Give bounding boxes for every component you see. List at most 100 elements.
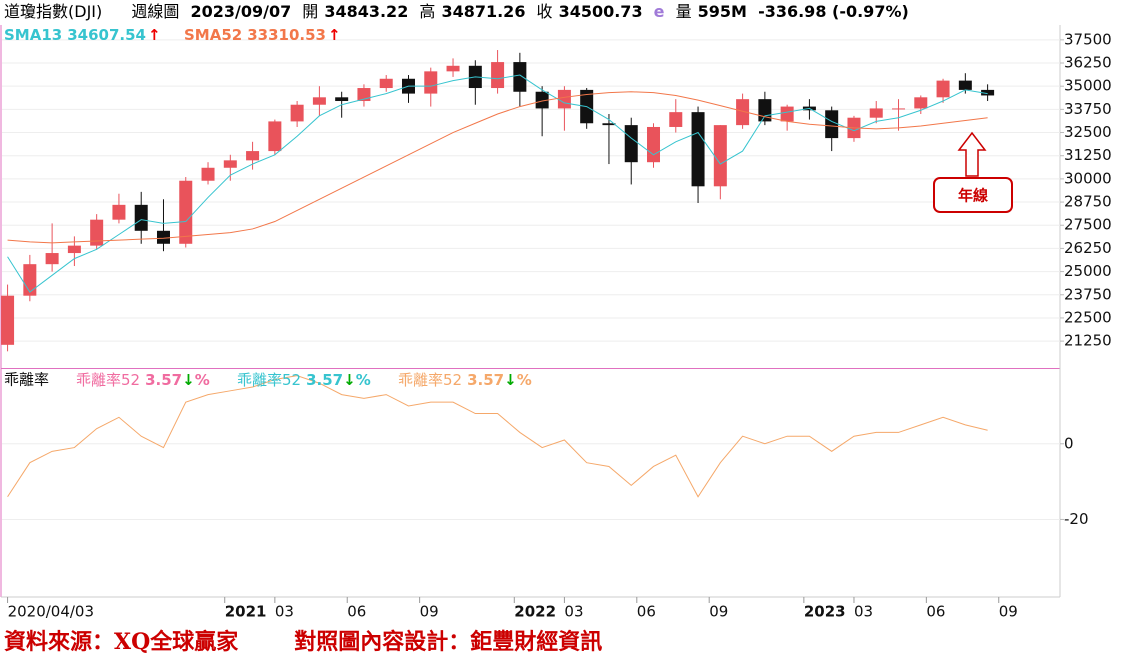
legend-arrow: ↓ — [182, 371, 195, 389]
header: 道瓊指數(DJI) 週線圖 2023/09/07 開 34843.22 高 3487… — [4, 0, 915, 24]
candle-body — [780, 106, 794, 122]
candle-body — [713, 125, 727, 187]
series-line — [7, 375, 988, 498]
legend-unit: % — [517, 371, 532, 389]
y-tick-label: 28750 — [1064, 193, 1112, 211]
y-tick-label: 27500 — [1064, 216, 1112, 234]
y-tick-label: 25000 — [1064, 262, 1112, 280]
y-tick-label: 35000 — [1064, 77, 1112, 95]
candle-body — [892, 108, 906, 110]
candle-body — [268, 121, 282, 152]
candle-body — [90, 219, 104, 246]
label: 開 — [302, 2, 319, 21]
x-tick-label: 09 — [420, 603, 439, 621]
x-tick-label: 03 — [564, 603, 583, 621]
candle-body — [513, 62, 527, 92]
symbol: 道瓊指數(DJI) — [4, 2, 103, 21]
x-tick-label: 03 — [275, 603, 294, 621]
candle-body — [156, 230, 170, 244]
candle-body — [134, 204, 148, 231]
x-tick-label: 2020/04/03 — [8, 603, 94, 621]
y-tick-label: 22500 — [1064, 308, 1112, 326]
annotation-text: 年線 — [958, 187, 988, 205]
legend-unit: % — [356, 371, 371, 389]
open: 34843.22 — [324, 2, 409, 21]
candle-body — [446, 65, 460, 72]
candle-body — [357, 88, 371, 102]
x-tick-label: 09 — [999, 603, 1018, 621]
candle-body — [535, 91, 549, 109]
candle-body — [67, 245, 81, 254]
y-tick-label: 30000 — [1064, 169, 1112, 187]
legend-value: 34607.54 — [67, 26, 146, 44]
candle-body — [981, 89, 995, 96]
candle-body — [736, 99, 750, 126]
y-tick-label: -20 — [1064, 510, 1089, 528]
y-tick-label: 33750 — [1064, 100, 1112, 118]
candle-body — [958, 80, 972, 90]
high: 34871.26 — [441, 2, 526, 21]
legend-value: 3.57 — [145, 371, 182, 389]
y-tick-label: 37500 — [1064, 30, 1112, 48]
legend-entry: 乖離率52 3.57↓% — [398, 371, 532, 389]
legend-entry: 乖離率52 3.57↓% — [237, 371, 371, 389]
candle-body — [223, 160, 237, 168]
label: 收 — [536, 2, 553, 21]
x-tick-label: 2021 — [225, 603, 267, 621]
legend-value: 3.57 — [467, 371, 504, 389]
x-tick-label: 06 — [926, 603, 945, 621]
candle-body — [602, 123, 616, 126]
x-tick-label: 2023 — [804, 603, 846, 621]
candle-body — [290, 104, 304, 122]
series-line — [7, 91, 988, 244]
legend-name: SMA52 — [184, 26, 242, 44]
legend-entry: SMA13 34607.54 ↑ — [4, 26, 161, 44]
candle-body — [669, 112, 683, 127]
x-tick-label: 09 — [709, 603, 728, 621]
legend-value: 3.57 — [306, 371, 343, 389]
y-tick-label: 32500 — [1064, 123, 1112, 141]
candle-body — [424, 71, 438, 94]
candle-body — [45, 253, 59, 265]
series-line — [7, 74, 988, 293]
legend-trend: ↑ — [328, 26, 341, 44]
flag: e — [653, 2, 665, 21]
legend-name: SMA13 — [4, 26, 62, 44]
x-tick-label: 2022 — [514, 603, 556, 621]
candle-body — [335, 97, 349, 102]
candle-body — [491, 62, 505, 89]
x-tick-label: 06 — [347, 603, 366, 621]
volume: 595M — [697, 2, 747, 21]
y-tick-label: 23750 — [1064, 285, 1112, 303]
candle-body — [1, 295, 15, 345]
y-tick-label: 36250 — [1064, 54, 1112, 72]
candle-body — [624, 125, 638, 163]
design: 對照圖內容設計：鉅豐財經資訊 — [294, 629, 603, 655]
legend-value: 33310.53 — [247, 26, 326, 44]
legend-name: 乖離率52 — [398, 371, 462, 389]
candle-body — [691, 112, 705, 187]
close: 34500.73 — [558, 2, 643, 21]
legend-name: 乖離率52 — [237, 371, 301, 389]
annotation-arrow — [957, 131, 987, 177]
change: -336.98 (-0.97%) — [758, 2, 909, 21]
x-tick-label: 03 — [854, 603, 873, 621]
label: 高 — [419, 2, 436, 21]
candle-body — [647, 126, 661, 163]
candle-body — [312, 97, 326, 105]
candle-body — [869, 108, 883, 118]
legend-unit: % — [195, 371, 210, 389]
candle-body — [557, 89, 571, 109]
candle-body — [379, 78, 393, 89]
date: 2023/09/07 — [190, 2, 292, 21]
candle-body — [23, 264, 37, 296]
candle-body — [825, 110, 839, 139]
period: 週線圖 — [131, 2, 180, 21]
annotation-box — [933, 177, 1013, 213]
legend-entry: SMA52 33310.53 ↑ — [184, 26, 341, 44]
legend-arrow: ↓ — [343, 371, 356, 389]
legend-trend: ↑ — [148, 26, 161, 44]
annotation: 年線 — [933, 131, 1013, 213]
